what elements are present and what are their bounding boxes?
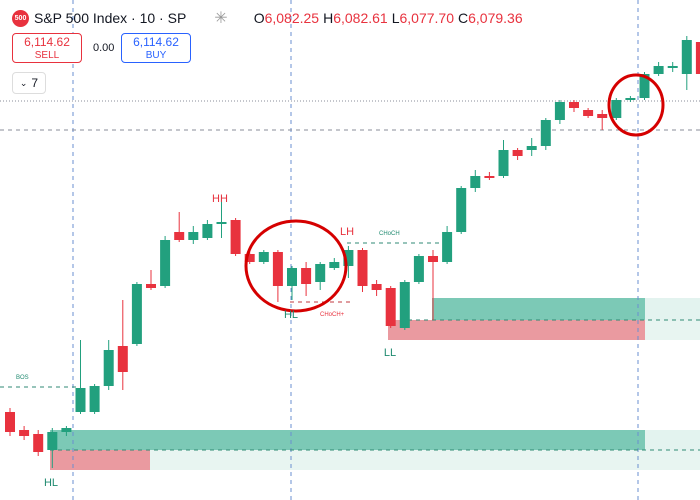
candle-body bbox=[512, 150, 523, 156]
choch-plus-label: CHoCH+ bbox=[320, 312, 345, 318]
choch-label: CHoCH bbox=[379, 231, 400, 237]
candle-body bbox=[5, 412, 15, 432]
candle-body bbox=[456, 188, 467, 232]
candle-body bbox=[498, 150, 509, 176]
buy-price: 6,114.62 bbox=[133, 35, 179, 49]
candle-body bbox=[526, 146, 537, 150]
candle-body bbox=[230, 220, 241, 254]
candle-body bbox=[597, 114, 608, 118]
candle-body bbox=[258, 252, 269, 262]
header: 500 S&P 500 Index · 10 · SP ✳ O 6,082.25 … bbox=[0, 0, 700, 100]
candle-body bbox=[146, 284, 156, 288]
ohlc-label: H bbox=[323, 10, 334, 26]
buy-label: BUY bbox=[145, 50, 167, 61]
candle-body bbox=[653, 66, 664, 74]
candle-body bbox=[61, 428, 72, 432]
candle-body bbox=[357, 250, 368, 286]
candle-body bbox=[413, 256, 424, 282]
candle-body bbox=[47, 432, 58, 450]
candle-body bbox=[611, 100, 622, 118]
candle-body bbox=[371, 284, 382, 290]
symbol-title[interactable]: S&P 500 Index · 10 · SP bbox=[34, 10, 187, 26]
highlight-circle bbox=[607, 73, 665, 137]
zone-extension bbox=[645, 298, 700, 320]
candle-body bbox=[174, 232, 185, 240]
ohlc-value: 6,077.70 bbox=[399, 10, 455, 26]
candle-body bbox=[667, 66, 678, 68]
zone-red bbox=[50, 450, 150, 470]
indicator-count: 7 bbox=[31, 76, 39, 90]
sell-label: SELL bbox=[34, 50, 60, 61]
candle-body bbox=[19, 430, 30, 436]
candle-body bbox=[554, 102, 565, 120]
candle-body bbox=[695, 42, 700, 74]
zone-red bbox=[388, 320, 645, 340]
candle-body bbox=[160, 240, 171, 286]
candle-body bbox=[569, 102, 579, 108]
candle-body bbox=[484, 176, 495, 178]
hl-label: HL bbox=[284, 309, 298, 321]
hl-label: HL bbox=[44, 477, 58, 489]
lh-label: LH bbox=[340, 226, 354, 238]
chevron-icon: ⌄ bbox=[19, 77, 28, 88]
bos-label: BOS bbox=[16, 375, 29, 381]
candle-body bbox=[540, 120, 551, 146]
candle-body bbox=[75, 388, 86, 412]
buy-button[interactable]: 6,114.62 BUY bbox=[121, 33, 191, 63]
annotations: HH LH HL HL LL BOS CHoCH CHoCH+ bbox=[16, 193, 400, 489]
candle-body bbox=[33, 434, 44, 452]
status-icon: ✳ bbox=[214, 10, 228, 27]
candle-body bbox=[103, 350, 114, 386]
candle-body bbox=[188, 232, 199, 240]
ohlc-value: 6,082.61 bbox=[333, 10, 388, 26]
candle-body bbox=[583, 110, 594, 116]
candle-body bbox=[216, 222, 227, 224]
candle-body bbox=[385, 288, 396, 326]
candles bbox=[5, 36, 700, 468]
candle-body bbox=[639, 74, 650, 98]
spread: 0.00 bbox=[93, 42, 115, 54]
candle-body bbox=[428, 256, 438, 262]
ohlc-label: C bbox=[458, 10, 469, 26]
highlight-circle bbox=[244, 219, 348, 313]
candle-body bbox=[131, 284, 142, 344]
ll-label: LL bbox=[384, 347, 396, 359]
candle-body bbox=[301, 268, 312, 284]
sell-button[interactable]: 6,114.62 SELL bbox=[12, 33, 82, 63]
symbol-row: 500 S&P 500 Index · 10 · SP ✳ O 6,082.25 … bbox=[12, 8, 523, 28]
candle-body bbox=[470, 176, 481, 188]
ohlc-value: 6,082.25 bbox=[264, 10, 320, 26]
candle-body bbox=[315, 264, 326, 282]
candle-body bbox=[681, 40, 692, 74]
candle-body bbox=[202, 224, 213, 238]
symbol-badge: 500 bbox=[12, 9, 29, 27]
candle-body bbox=[329, 262, 340, 268]
zones bbox=[50, 298, 700, 470]
hh-label: HH bbox=[212, 193, 228, 205]
candle-body bbox=[442, 232, 453, 262]
demand-zone bbox=[50, 430, 645, 450]
candle-body bbox=[287, 268, 297, 286]
candle-body bbox=[625, 98, 636, 100]
candle-body bbox=[399, 282, 410, 328]
zone-extension bbox=[150, 450, 700, 470]
ohlc-value: 6,079.36 bbox=[468, 10, 523, 26]
ohlc-label: L bbox=[391, 10, 400, 26]
candle-body bbox=[89, 386, 100, 412]
candle-body bbox=[343, 250, 354, 266]
ohlc-label: O bbox=[253, 10, 265, 26]
candle-body bbox=[272, 252, 283, 286]
indicators-toggle[interactable]: ⌄ 7 bbox=[12, 72, 46, 94]
candle-body bbox=[117, 346, 128, 372]
sell-price: 6,114.62 bbox=[24, 35, 70, 49]
zone-extension bbox=[645, 430, 700, 450]
zone-extension bbox=[645, 320, 700, 340]
candle-body bbox=[244, 254, 255, 262]
demand-zone bbox=[432, 298, 645, 320]
